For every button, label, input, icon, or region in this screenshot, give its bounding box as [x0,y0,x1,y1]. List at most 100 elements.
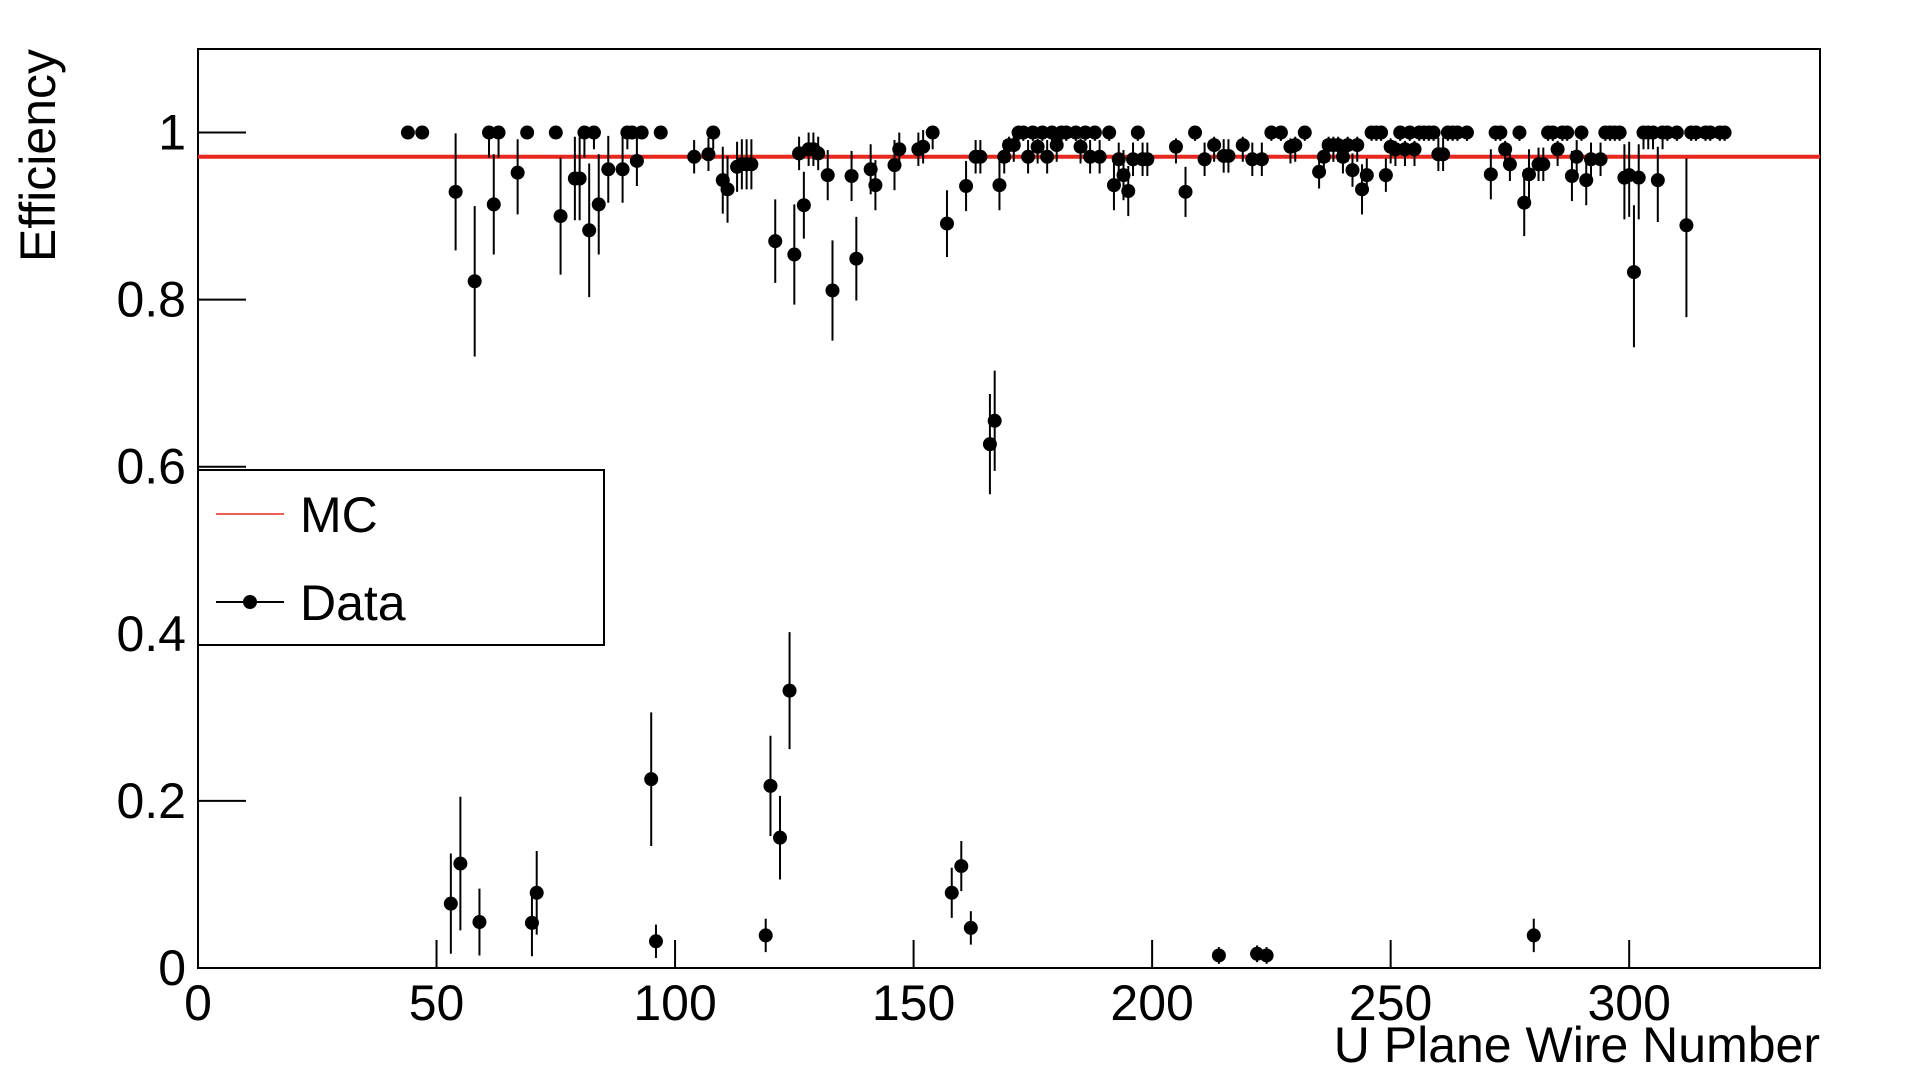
data-point [1335,149,1350,164]
data-point [520,125,535,140]
data-point [1536,157,1551,172]
data-point [687,149,702,164]
data-point [939,216,954,231]
data-point [1626,265,1641,280]
data-point [959,179,974,194]
data-point [944,885,959,900]
data-point [1593,152,1608,167]
legend-marker [243,595,257,609]
data-point [1168,139,1183,154]
data-point [963,920,978,935]
data-point [887,158,902,173]
data-point [1006,138,1021,153]
data-point [782,683,797,698]
data-point [1312,164,1327,179]
data-point [1650,173,1665,188]
data-point [1040,149,1055,164]
x-tick-label: 150 [872,975,955,1031]
data-point [863,162,878,177]
data-point [1116,168,1131,183]
x-tick-label: 100 [633,975,716,1031]
data-point [997,149,1012,164]
data-point [868,178,883,193]
legend-label: MC [300,487,378,543]
y-tick-label: 0.6 [116,439,186,495]
data-point [1030,139,1045,154]
data-point [1259,948,1274,963]
data-point [720,182,735,197]
data-point [524,915,539,930]
data-point [448,184,463,199]
data-point [1207,138,1222,153]
data-point [1221,148,1236,163]
data-point [586,125,601,140]
data-point [1574,125,1589,140]
data-point [925,125,940,140]
data-point [1407,142,1422,157]
data-point [400,125,415,140]
data-point [1560,125,1575,140]
data-point [467,274,482,289]
data-point [1178,184,1193,199]
data-point [1374,125,1389,140]
data-point [987,413,1002,428]
data-point [648,934,663,949]
legend-label: Data [300,575,406,631]
data-point [1073,139,1088,154]
data-point [1197,152,1212,167]
data-point [1102,125,1117,140]
data-point [472,915,487,930]
data-point [1106,178,1121,193]
x-tick-label: 50 [409,975,465,1031]
data-point [644,772,659,787]
y-tick-label: 1 [158,105,186,161]
data-point [849,251,864,266]
data-point [1517,195,1532,210]
data-point [634,125,649,140]
data-point [1092,149,1107,164]
data-point [572,171,587,186]
data-point [1254,152,1269,167]
data-point [1140,152,1155,167]
legend-box [197,469,605,646]
data-point [787,247,802,262]
data-point [811,146,826,161]
data-point [973,149,988,164]
data-point [1498,142,1513,157]
data-point [1378,168,1393,183]
data-point [1426,125,1441,140]
data-point [768,234,783,249]
data-point [701,147,716,162]
data-point [1521,167,1536,182]
data-point [916,139,931,154]
data-point [1188,125,1203,140]
data-point [744,157,759,172]
data-point [591,197,606,212]
data-point [892,142,907,157]
data-point [510,165,525,180]
data-point [1631,170,1646,185]
data-point [1612,125,1627,140]
y-tick-label: 0.2 [116,773,186,829]
data-point [615,162,630,177]
y-tick-label: 0.8 [116,272,186,328]
data-point [1502,157,1517,172]
data-point [706,125,721,140]
data-point [1459,125,1474,140]
data-point [1021,149,1036,164]
data-point [1717,125,1732,140]
data-point [553,209,568,224]
data-point [582,223,597,238]
data-point [758,928,773,943]
data-point [1493,125,1508,140]
data-point [491,125,506,140]
data-point [773,830,788,845]
data-point [548,125,563,140]
data-point [1564,168,1579,183]
x-tick-label: 200 [1110,975,1193,1031]
data-point [1288,138,1303,153]
data-point [1211,948,1226,963]
data-point [1273,125,1288,140]
data-point [1359,168,1374,183]
